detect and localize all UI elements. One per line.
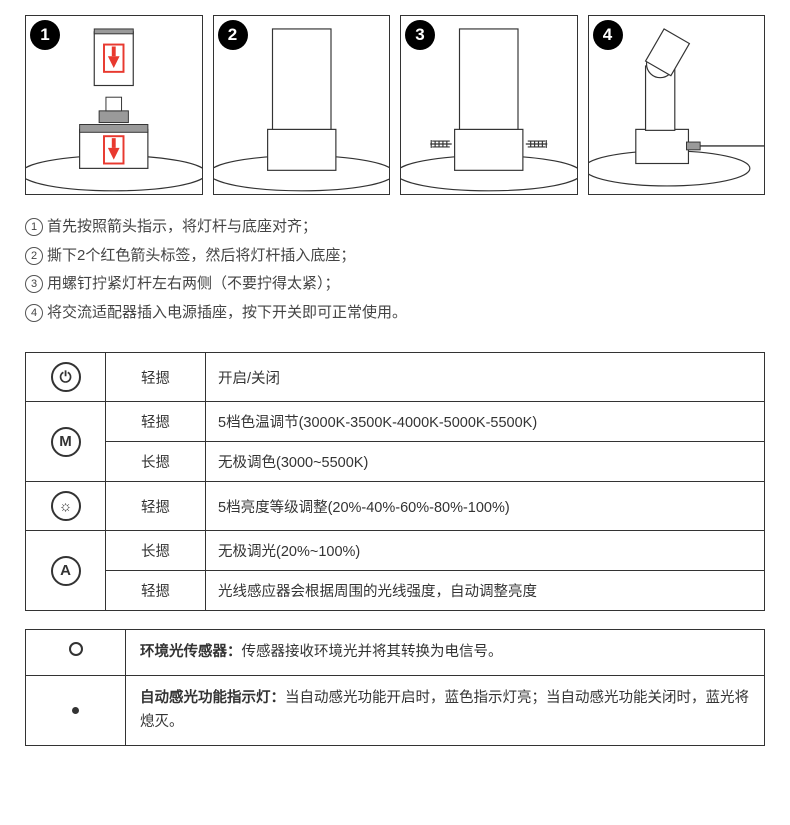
step-badge: 2: [218, 20, 248, 50]
button-icon-cell: A: [26, 531, 106, 611]
assembly-instructions: 1首先按照箭头指示，将灯杆与底座对齐； 2撕下2个红色箭头标签，然后将灯杆插入底…: [25, 213, 765, 327]
desc-cell: 5档色温调节(3000K-3500K-4000K-5000K-5500K): [206, 402, 765, 442]
table-row: ☼ 轻摁 5档亮度等级调整(20%-40%-60%-80%-100%): [26, 482, 765, 531]
assembly-steps-row: 1 2: [25, 15, 765, 195]
action-cell: 轻摁: [106, 571, 206, 611]
sensor-table: 环境光传感器：传感器接收环境光并将其转换为电信号。 自动感光功能指示灯：当自动感…: [25, 629, 765, 746]
action-cell: 轻摁: [106, 353, 206, 402]
sensor-icon-cell: [26, 630, 126, 676]
table-row: 轻摁 光线感应器会根据周围的光线强度，自动调整亮度: [26, 571, 765, 611]
ambient-sensor-icon: [69, 642, 83, 656]
step-number-icon: 2: [25, 247, 43, 265]
instruction-line: 3用螺钉拧紧灯杆左右两侧（不要拧得太紧）；: [25, 270, 765, 299]
action-cell: 轻摁: [106, 482, 206, 531]
instruction-text: 将交流适配器插入电源插座，按下开关即可正常使用。: [47, 304, 407, 321]
table-row: 环境光传感器：传感器接收环境光并将其转换为电信号。: [26, 630, 765, 676]
sensor-text: 传感器接收环境光并将其转换为电信号。: [242, 644, 503, 660]
step-badge: 4: [593, 20, 623, 50]
step-panel-3: 3: [400, 15, 578, 195]
step-number-icon: 4: [25, 304, 43, 322]
desc-cell: 开启/关闭: [206, 353, 765, 402]
table-row: ⏻ 轻摁 开启/关闭: [26, 353, 765, 402]
step-panel-4: 4: [588, 15, 766, 195]
mode-icon: M: [51, 427, 81, 457]
instruction-text: 撕下2个红色箭头标签，然后将灯杆插入底座；: [47, 247, 355, 264]
instruction-text: 用螺钉拧紧灯杆左右两侧（不要拧得太紧）；: [47, 275, 340, 292]
step-panel-1: 1: [25, 15, 203, 195]
desc-cell: 5档亮度等级调整(20%-40%-60%-80%-100%): [206, 482, 765, 531]
instruction-line: 1首先按照箭头指示，将灯杆与底座对齐；: [25, 213, 765, 242]
step-number-icon: 1: [25, 218, 43, 236]
indicator-led-icon: [72, 707, 79, 714]
power-icon: ⏻: [51, 362, 81, 392]
desc-cell: 光线感应器会根据周围的光线强度，自动调整亮度: [206, 571, 765, 611]
button-icon-cell: M: [26, 402, 106, 482]
action-cell: 长摁: [106, 442, 206, 482]
table-row: 自动感光功能指示灯：当自动感光功能开启时，蓝色指示灯亮；当自动感光功能关闭时，蓝…: [26, 675, 765, 745]
table-row: M 轻摁 5档色温调节(3000K-3500K-4000K-5000K-5500…: [26, 402, 765, 442]
sensor-title: 自动感光功能指示灯：: [140, 690, 285, 706]
sensor-icon-cell: [26, 675, 126, 745]
desc-cell: 无极调光(20%~100%): [206, 531, 765, 571]
step-panel-2: 2: [213, 15, 391, 195]
step-badge: 3: [405, 20, 435, 50]
table-row: 长摁 无极调色(3000~5500K): [26, 442, 765, 482]
sensor-title: 环境光传感器：: [140, 644, 242, 660]
table-row: A 长摁 无极调光(20%~100%): [26, 531, 765, 571]
step-number-icon: 3: [25, 275, 43, 293]
action-cell: 轻摁: [106, 402, 206, 442]
auto-icon: A: [51, 556, 81, 586]
instruction-line: 2撕下2个红色箭头标签，然后将灯杆插入底座；: [25, 242, 765, 271]
step-badge: 1: [30, 20, 60, 50]
button-icon-cell: ☼: [26, 482, 106, 531]
action-cell: 长摁: [106, 531, 206, 571]
sensor-desc-cell: 自动感光功能指示灯：当自动感光功能开启时，蓝色指示灯亮；当自动感光功能关闭时，蓝…: [126, 675, 765, 745]
desc-cell: 无极调色(3000~5500K): [206, 442, 765, 482]
instruction-text: 首先按照箭头指示，将灯杆与底座对齐；: [47, 218, 317, 235]
instruction-line: 4将交流适配器插入电源插座，按下开关即可正常使用。: [25, 299, 765, 328]
controls-table: ⏻ 轻摁 开启/关闭 M 轻摁 5档色温调节(3000K-3500K-4000K…: [25, 352, 765, 611]
sensor-desc-cell: 环境光传感器：传感器接收环境光并将其转换为电信号。: [126, 630, 765, 676]
button-icon-cell: ⏻: [26, 353, 106, 402]
brightness-icon: ☼: [51, 491, 81, 521]
